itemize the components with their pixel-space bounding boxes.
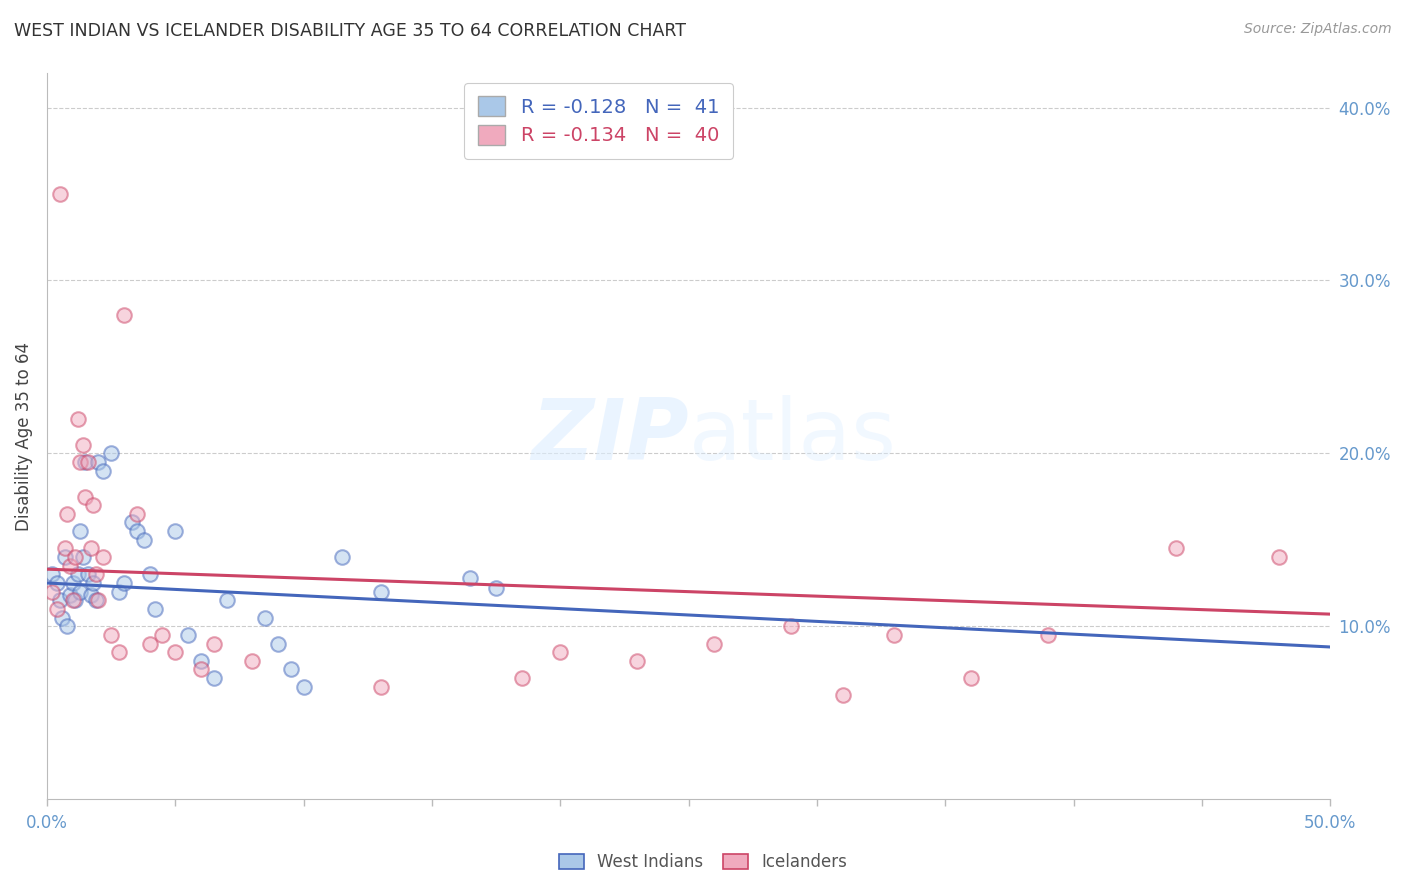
Point: [62, 576, 84, 591]
Point: [72, 438, 94, 452]
Point: [41, 567, 63, 582]
Point: [87, 593, 110, 607]
Point: [254, 610, 277, 624]
Point: [84, 567, 107, 582]
Point: [69, 455, 91, 469]
Point: [370, 584, 392, 599]
Point: [548, 645, 571, 659]
Point: [77, 455, 100, 469]
Point: [56, 507, 79, 521]
Point: [125, 524, 148, 538]
Point: [41, 584, 63, 599]
Point: [53, 550, 76, 565]
Point: [66, 567, 89, 582]
Point: [63, 593, 86, 607]
Point: [202, 636, 225, 650]
Point: [100, 628, 122, 642]
Point: [292, 680, 315, 694]
Text: ZIP: ZIP: [531, 394, 689, 477]
Point: [703, 636, 725, 650]
Point: [831, 689, 853, 703]
Point: [485, 581, 508, 595]
Y-axis label: Disability Age 35 to 64: Disability Age 35 to 64: [15, 342, 32, 531]
Point: [107, 584, 129, 599]
Text: atlas: atlas: [689, 394, 897, 477]
Point: [53, 541, 76, 556]
Point: [883, 628, 905, 642]
Point: [59, 558, 82, 573]
Point: [960, 671, 983, 685]
Point: [82, 498, 104, 512]
Text: Source: ZipAtlas.com: Source: ZipAtlas.com: [1244, 22, 1392, 37]
Point: [63, 550, 86, 565]
Point: [1036, 628, 1059, 642]
Point: [79, 541, 101, 556]
Point: [125, 507, 148, 521]
Point: [62, 593, 84, 607]
Point: [510, 671, 533, 685]
Point: [107, 645, 129, 659]
Point: [82, 576, 104, 591]
Point: [138, 636, 160, 650]
Text: WEST INDIAN VS ICELANDER DISABILITY AGE 35 TO 64 CORRELATION CHART: WEST INDIAN VS ICELANDER DISABILITY AGE …: [14, 22, 686, 40]
Point: [190, 654, 212, 668]
Point: [56, 619, 79, 633]
Point: [143, 602, 166, 616]
Point: [59, 588, 82, 602]
Point: [66, 411, 89, 425]
Point: [240, 654, 263, 668]
Point: [72, 550, 94, 565]
Point: [190, 663, 212, 677]
Point: [330, 550, 353, 565]
Point: [460, 571, 482, 585]
Point: [84, 593, 107, 607]
Point: [69, 584, 91, 599]
Point: [177, 628, 200, 642]
Point: [138, 567, 160, 582]
Point: [100, 446, 122, 460]
Point: [69, 524, 91, 538]
Point: [1268, 550, 1291, 565]
Point: [165, 645, 187, 659]
Point: [48, 186, 70, 201]
Point: [112, 308, 135, 322]
Point: [626, 654, 648, 668]
Point: [165, 524, 187, 538]
Point: [202, 671, 225, 685]
Point: [75, 490, 97, 504]
Point: [121, 516, 143, 530]
Point: [112, 576, 135, 591]
Point: [79, 588, 101, 602]
Point: [46, 602, 69, 616]
Point: [75, 455, 97, 469]
Point: [134, 533, 156, 547]
Point: [370, 680, 392, 694]
Point: [150, 628, 173, 642]
Legend: West Indians, Icelanders: West Indians, Icelanders: [550, 845, 856, 880]
Point: [267, 636, 290, 650]
Point: [93, 464, 115, 478]
Point: [280, 663, 302, 677]
Point: [1166, 541, 1188, 556]
Point: [46, 576, 69, 591]
Point: [51, 610, 73, 624]
Point: [93, 550, 115, 565]
Legend: R = -0.128   N =  41, R = -0.134   N =  40: R = -0.128 N = 41, R = -0.134 N = 40: [464, 83, 733, 159]
Point: [48, 593, 70, 607]
Point: [780, 619, 803, 633]
Point: [87, 455, 110, 469]
Point: [215, 593, 238, 607]
Point: [77, 567, 100, 582]
